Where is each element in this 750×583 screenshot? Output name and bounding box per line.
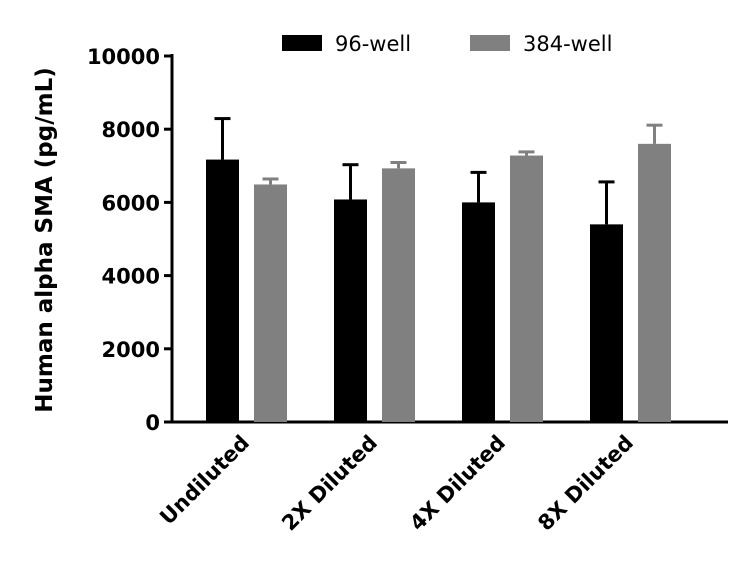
bar-384-well — [382, 168, 415, 422]
legend-label: 384-well — [523, 32, 612, 56]
y-axis-label: Human alpha SMA (pg/mL) — [32, 67, 58, 413]
bar-96-well — [462, 202, 495, 422]
bar-96-well — [206, 159, 239, 422]
bar-384-well — [510, 155, 543, 422]
y-tick-label: 8000 — [102, 118, 160, 142]
bar-96-well — [590, 224, 623, 422]
legend-label: 96-well — [335, 32, 411, 56]
y-tick-label: 10000 — [87, 45, 160, 69]
legend-swatch — [470, 35, 510, 51]
x-tick-label: Undiluted — [155, 431, 254, 530]
bar-96-well — [334, 199, 367, 422]
y-tick-label: 6000 — [102, 191, 160, 215]
x-tick-label: 2X Diluted — [277, 431, 382, 536]
y-tick-label: 2000 — [102, 338, 160, 362]
x-tick-label: 4X Diluted — [405, 431, 510, 536]
y-tick-label: 0 — [145, 411, 160, 435]
legend-swatch — [282, 35, 322, 51]
y-tick-label: 4000 — [102, 265, 160, 289]
bar-384-well — [638, 143, 671, 422]
x-tick-label: 8X Diluted — [533, 431, 638, 536]
bar-384-well — [254, 184, 287, 422]
